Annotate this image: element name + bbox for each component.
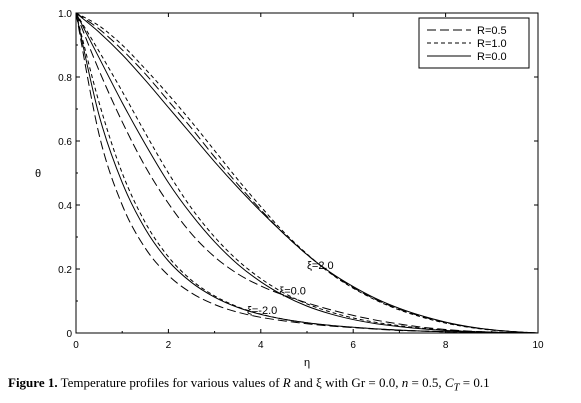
- curve-annotation: ξ=-2.0: [247, 305, 277, 317]
- axes-group: 0 2 4 6 8 10 0 0.2 0.4 0.6 0.8 1.0 η θ: [35, 9, 544, 369]
- caption-var-c-subscript: T: [453, 381, 460, 394]
- legend-entry-label: R=0.0: [477, 51, 507, 63]
- curve-line-8: [75, 12, 539, 334]
- caption-text-and: and ξ with Gr = 0.0,: [290, 375, 402, 390]
- caption-var-n: n: [401, 375, 409, 390]
- curve-group: [75, 12, 539, 334]
- annotation-group: ξ=2.0 ξ=0.0ξ=-2.0: [247, 260, 334, 317]
- figure-caption: Figure 1. Temperature profiles for vario…: [8, 375, 581, 394]
- y-tick-label: 0.2: [58, 265, 72, 276]
- curve-line-4: [75, 12, 539, 334]
- y-tick-label: 1.0: [58, 9, 72, 20]
- x-tick-label: 8: [443, 340, 449, 351]
- y-tick-label: 0.4: [58, 201, 72, 212]
- legend-entry-label: R=1.0: [477, 38, 507, 50]
- x-axis-label: η: [304, 357, 310, 369]
- y-tick-label: 0.8: [58, 73, 72, 84]
- curve-line-6: [75, 12, 539, 334]
- x-tick-label: 0: [73, 340, 79, 351]
- legend: R=0.5R=1.0R=0.0: [418, 17, 530, 69]
- x-tick-label: 2: [166, 340, 172, 351]
- x-tick-label: 6: [350, 340, 356, 351]
- caption-text-main: Temperature profiles for various values …: [57, 375, 283, 390]
- curve-line-9: [75, 12, 539, 334]
- y-tick-label: 0.6: [58, 137, 72, 148]
- y-axis-label: θ: [35, 168, 41, 180]
- caption-var-r: R: [282, 375, 291, 390]
- caption-label: Figure 1.: [8, 375, 58, 390]
- x-tick-label: 4: [258, 340, 264, 351]
- caption-text-c-value: = 0.1: [459, 375, 490, 390]
- legend-entry-label: R=0.5: [477, 25, 507, 37]
- curve-line-3: [75, 12, 539, 334]
- x-tick-label: 10: [532, 340, 544, 351]
- y-tick-label: 0: [66, 329, 72, 340]
- curve-annotation: ξ=2.0: [307, 260, 334, 272]
- curve-line-2: [75, 12, 539, 334]
- curve-annotation: ξ=0.0: [279, 286, 306, 298]
- caption-text-n-value: = 0.5,: [408, 375, 445, 390]
- caption-var-c: C: [444, 375, 454, 390]
